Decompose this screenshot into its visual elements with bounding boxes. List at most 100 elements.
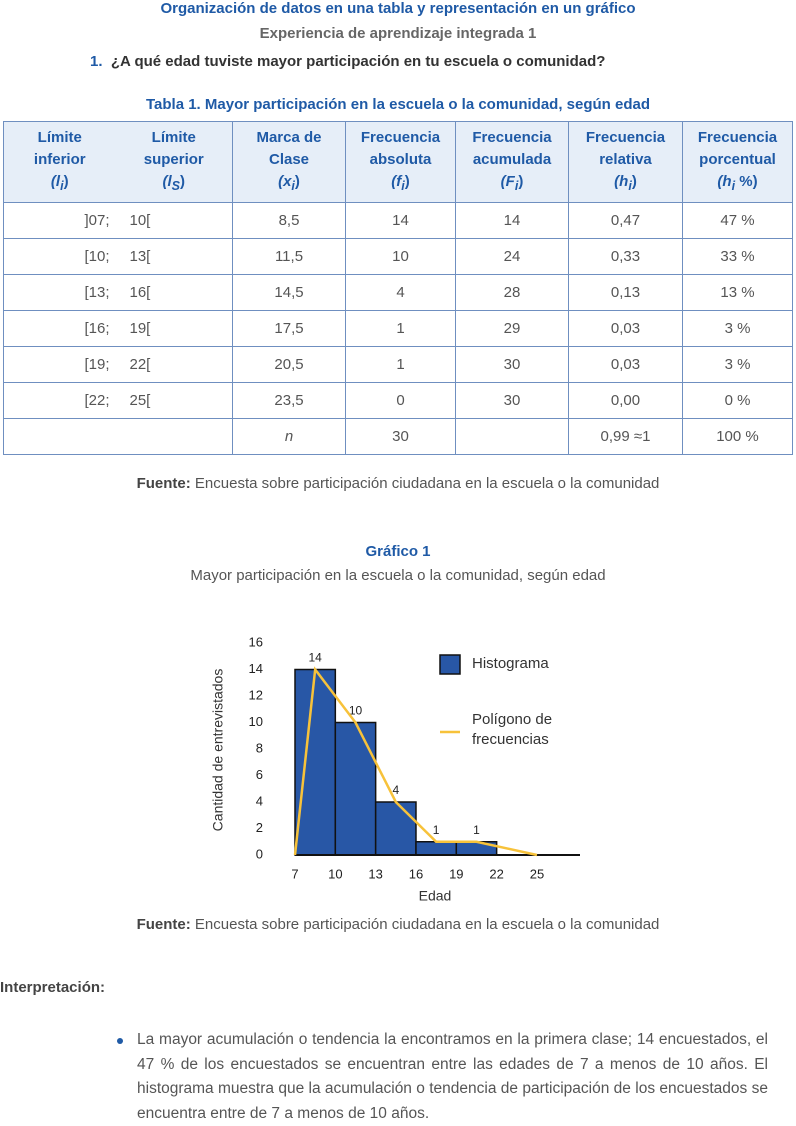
data-label: 1 [433, 823, 440, 837]
page-title: Organización de datos en una tabla y rep… [160, 0, 636, 17]
header-line: superior [143, 151, 204, 168]
table-row: [19; 22[20,5 1 30 0,03 3 % [3, 346, 793, 383]
symbol: (h [717, 173, 732, 190]
header-line: Frecuencia [472, 129, 552, 146]
x-tick-label: 19 [449, 866, 463, 881]
question: 1. ¿A qué edad tuviste mayor participaci… [90, 53, 605, 70]
x-tick-label: 22 [489, 866, 503, 881]
header-cell: Frecuencia acumulada (Fi) [455, 121, 569, 203]
source-label: Fuente: [136, 916, 191, 933]
table-cell: 3 % [682, 310, 793, 347]
table-cell: 20,5 [232, 346, 346, 383]
x-axis-label: Edad [419, 888, 452, 904]
table-cell: 23,5 [232, 382, 346, 419]
table-cell: 13[ [115, 238, 233, 275]
symbol-sub: i [401, 179, 405, 193]
table-cell [455, 418, 569, 455]
symbol-sub: i [628, 179, 632, 193]
table-cell: 3 % [682, 346, 793, 383]
x-tick-label: 16 [409, 866, 423, 881]
legend-label: Polígono de frecuencias [472, 711, 553, 748]
header-line: relativa [599, 151, 652, 168]
bullet-text: La mayor acumulación o tendencia la enco… [137, 1031, 768, 1122]
table-cell: ]07; [3, 202, 116, 239]
source-text: Encuesta sobre participación ciudadana e… [194, 475, 660, 492]
table-cell: 17,5 [232, 310, 346, 347]
table-row: [16; 19[17,5 1 29 0,03 3 % [3, 310, 793, 347]
table-cell: 1 [345, 346, 456, 383]
header-cell: Frecuencia relativa (hi) [568, 121, 683, 203]
table-caption: Tabla 1. Mayor participación en la escue… [145, 96, 651, 113]
legend-label-box: Polígono de frecuencias [472, 711, 553, 748]
table-cell: 14 [455, 202, 569, 239]
header-cell: Límite superior (lS) [115, 121, 233, 203]
table-cell: 0,47 [568, 202, 683, 239]
header-row: Límite inferior (li) Límite superior (lS) Marc… [3, 121, 793, 203]
y-tick-label: 14 [249, 661, 263, 676]
symbol: (h [614, 173, 629, 190]
y-tick-label: 0 [256, 846, 263, 861]
histogram-bar [294, 668, 337, 856]
table-cell: 30 [455, 346, 569, 383]
header-line: Marca de [256, 129, 322, 146]
subtitle: Experiencia de aprendizaje integrada 1 [259, 25, 537, 42]
header-symbol: (Fi) [456, 171, 568, 197]
symbol: (l [162, 173, 172, 190]
header-line: Límite [37, 129, 82, 146]
table-row: ]07; 10[8,5 14 14 0,47 47 % [3, 202, 793, 239]
table-cell: 28 [455, 274, 569, 311]
data-label: 14 [308, 651, 322, 665]
legend-swatch [439, 654, 461, 675]
table-cell: 14 [345, 202, 456, 239]
y-tick-label: 4 [256, 793, 263, 808]
header-line: acumulada [472, 151, 552, 168]
histogram-bar [334, 721, 377, 856]
y-tick-label: 6 [256, 767, 263, 782]
header-cell: Frecuencia porcentual (hi %) [682, 121, 793, 203]
symbol-tail: ) [180, 173, 185, 190]
table-cell: 33 % [682, 238, 793, 275]
table-cell: n [232, 418, 346, 455]
table-cell: [19; [3, 346, 116, 383]
table-cell: 8,5 [232, 202, 346, 239]
header-symbol: (hi) [569, 171, 682, 197]
symbol: (F [500, 173, 515, 190]
symbol-sub: i [291, 179, 295, 193]
table-cell: 0 [345, 382, 456, 419]
header-symbol: (fi) [346, 171, 455, 197]
table-cell: 30 [345, 418, 456, 455]
table-cell: 14,5 [232, 274, 346, 311]
table-cell: 13 % [682, 274, 793, 311]
table-row: [22; 25[23,5 0 30 0,00 0 % [3, 382, 793, 419]
chart-subtitle: Mayor participación en la escuela o la c… [190, 567, 606, 584]
y-tick-label: 12 [249, 687, 263, 702]
y-axis-label: Cantidad de entrevistados [210, 669, 226, 832]
table-cell: 100 % [682, 418, 793, 455]
y-tick-label: 8 [256, 740, 263, 755]
symbol-tail: ) [631, 173, 637, 190]
bullet-dot [117, 1038, 123, 1044]
data-label: 4 [392, 783, 399, 797]
x-tick-label: 13 [368, 866, 382, 881]
histogram-bar [374, 801, 417, 856]
histogram-bar [415, 841, 458, 856]
table-cell: [16; [3, 310, 116, 347]
table-cell: 4 [345, 274, 456, 311]
header-line: Límite [151, 129, 196, 146]
table-cell: 0,03 [568, 310, 683, 347]
table-cell: 0,33 [568, 238, 683, 275]
symbol-tail: ) [518, 173, 524, 190]
table-cell: 47 % [682, 202, 793, 239]
header-line: Clase [268, 151, 310, 168]
table-cell: 19[ [115, 310, 233, 347]
header-symbol: (hi %) [683, 171, 792, 197]
table-cell [3, 418, 116, 455]
table-cell: [13; [3, 274, 116, 311]
header-symbol: (li) [4, 171, 116, 197]
table-cell: 0,00 [568, 382, 683, 419]
data-label: 10 [349, 704, 363, 718]
symbol-tail: ) [294, 173, 300, 190]
table-cell: [10; [3, 238, 116, 275]
table-cell: 29 [455, 310, 569, 347]
